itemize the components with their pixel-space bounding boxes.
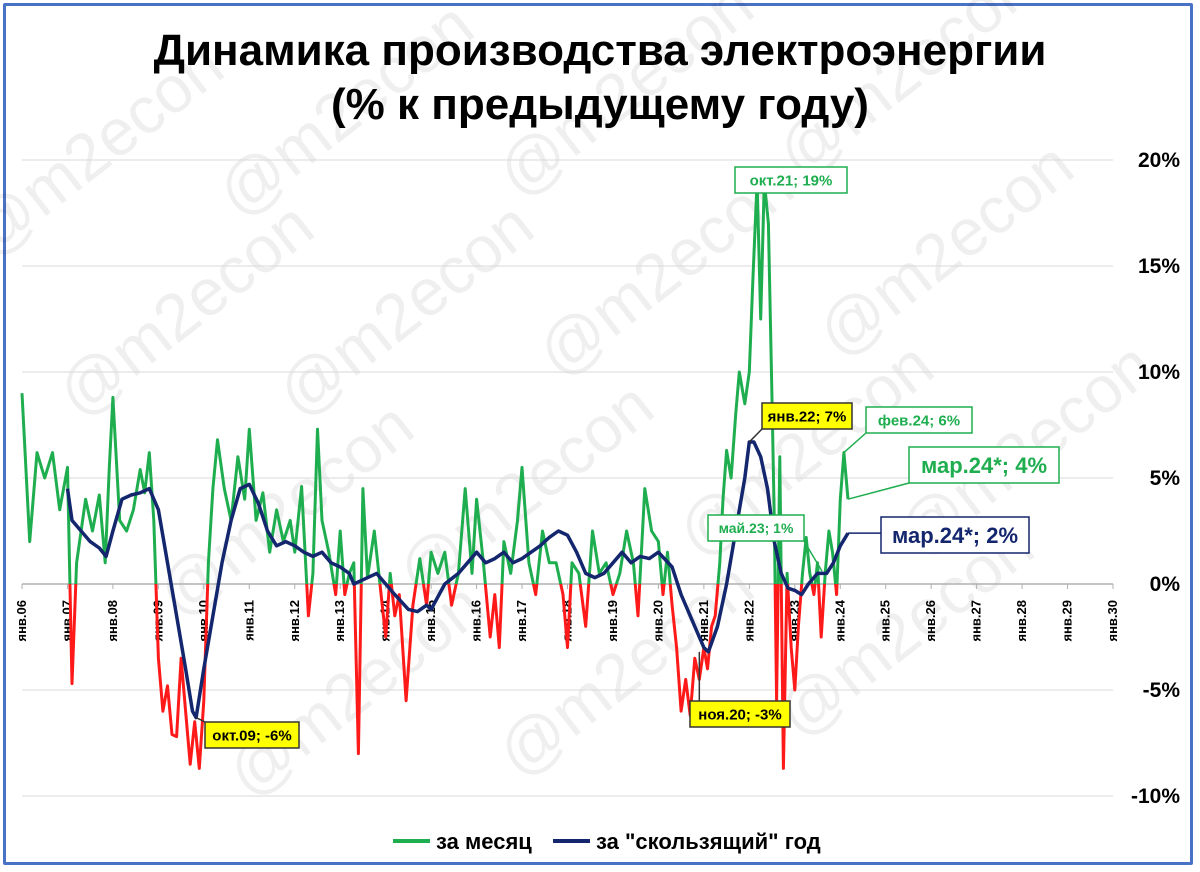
x-tick-label: янв.17 xyxy=(514,600,529,642)
callout-label: фев.24; 6% xyxy=(878,412,960,429)
x-tick-label: янв.13 xyxy=(332,600,347,642)
callout-label: мар.24*; 2% xyxy=(892,523,1018,548)
x-tick-label: янв.26 xyxy=(923,600,938,642)
y-tick-label: -10% xyxy=(1131,785,1180,808)
y-axis-ticks: 20% 15% 10% 5% 0% -5% -10% xyxy=(1131,149,1180,808)
callout-leader xyxy=(847,482,910,500)
callout: янв.22; 7% xyxy=(748,402,853,443)
y-tick-label: 15% xyxy=(1138,255,1180,278)
x-tick-label: янв.12 xyxy=(287,600,302,642)
x-tick-label: янв.19 xyxy=(605,600,620,642)
callout: мар.24*; 4% xyxy=(847,446,1060,500)
series-lines xyxy=(20,179,850,770)
callout-label: окт.09; -6% xyxy=(212,727,291,744)
y-tick-label: 0% xyxy=(1150,573,1181,596)
x-tick-label: янв.06 xyxy=(14,600,29,642)
x-tick-label: янв.25 xyxy=(878,600,893,642)
watermark-text: @m2econ xyxy=(0,27,236,271)
callout-label: янв.22; 7% xyxy=(768,408,847,425)
callout-box xyxy=(865,406,973,434)
callout-box xyxy=(908,446,1060,484)
x-tick-label: янв.29 xyxy=(1060,600,1075,642)
callout: май.23; 1% xyxy=(707,514,823,572)
callout-box xyxy=(204,721,300,749)
callout-box xyxy=(734,166,848,194)
chart-frame xyxy=(3,3,1193,865)
callout-label: мар.24*; 4% xyxy=(921,453,1047,478)
callout-leader xyxy=(843,432,867,454)
x-tick-label: янв.08 xyxy=(105,600,120,642)
callout-label: ноя.20; -3% xyxy=(698,706,781,723)
chart-title-line2: (% к предыдущему году) xyxy=(331,80,869,129)
y-tick-label: -5% xyxy=(1143,679,1181,702)
watermark-layer: @m2econ@m2econ@m2econ@m2econ@m2econ@m2ec… xyxy=(0,0,1166,811)
callout-box xyxy=(707,514,805,542)
callout-box xyxy=(689,700,791,728)
x-tick-label: янв.28 xyxy=(1014,600,1029,642)
y-tick-label: 10% xyxy=(1138,361,1180,384)
chart-title: Динамика производства электроэнергии (% … xyxy=(0,24,1200,132)
series-line-rolling xyxy=(65,440,850,720)
callout: ноя.20; -3% xyxy=(689,651,791,728)
legend-label-monthly: за месяц xyxy=(436,829,532,854)
callout: фев.24; 6% xyxy=(843,406,973,454)
legend: за месяц за "скользящий" год xyxy=(393,829,821,854)
callout-box xyxy=(880,516,1030,554)
callout-label: окт.21; 19% xyxy=(750,172,833,189)
x-tick-label: янв.20 xyxy=(650,600,665,642)
callout: окт.21; 19% xyxy=(734,166,848,194)
x-tick-label: янв.21 xyxy=(696,600,711,642)
legend-label-rolling: за "скользящий" год xyxy=(596,829,821,854)
x-tick-label: янв.24 xyxy=(832,599,847,641)
callout-label: май.23; 1% xyxy=(719,520,794,536)
watermark-text: @m2econ xyxy=(803,127,1086,371)
y-tick-label: 20% xyxy=(1138,149,1180,172)
callout-leader xyxy=(195,716,206,723)
x-tick-label: янв.11 xyxy=(241,600,256,641)
watermark-text: @m2econ xyxy=(203,0,486,231)
x-tick-label: янв.30 xyxy=(1105,600,1120,642)
watermark-text: @m2econ xyxy=(143,387,426,631)
callout: окт.09; -6% xyxy=(195,716,300,749)
y-tick-label: 5% xyxy=(1150,467,1181,490)
callout: мар.24*; 2% xyxy=(847,516,1030,554)
x-tick-label: янв.22 xyxy=(741,600,756,642)
callout-leader xyxy=(803,540,823,572)
x-tick-label: янв.16 xyxy=(469,600,484,642)
series-line-monthly xyxy=(20,179,850,770)
x-tick-label: янв.27 xyxy=(969,600,984,642)
x-tick-label: янв.15 xyxy=(423,600,438,642)
callout-box xyxy=(761,402,853,430)
callout-leader xyxy=(748,428,763,443)
annotations: окт.21; 19% янв.22; 7% фев.24; 6% мар.24*; … xyxy=(195,166,1060,749)
chart-title-line1: Динамика производства электроэнергии xyxy=(153,26,1047,75)
